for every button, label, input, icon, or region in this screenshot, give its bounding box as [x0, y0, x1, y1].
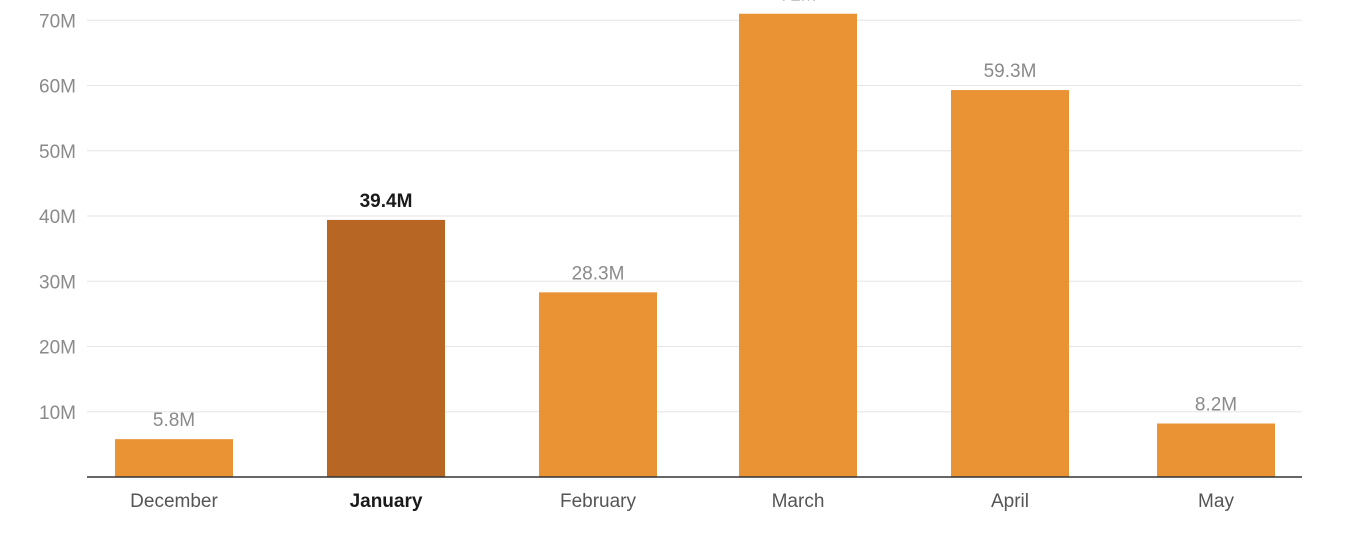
x-tick-label-february: February: [560, 491, 637, 512]
y-tick-label: 40M: [39, 207, 76, 228]
value-label-march: 71M: [780, 0, 817, 6]
value-label-january: 39.4M: [360, 191, 413, 212]
value-label-may: 8.2M: [1195, 394, 1237, 415]
y-tick-label: 10M: [39, 403, 76, 424]
value-label-april: 59.3M: [984, 61, 1037, 82]
gridlines: [87, 19, 1302, 413]
x-tick-label-january: January: [350, 491, 423, 512]
bar-april[interactable]: [951, 90, 1069, 477]
y-tick-label: 20M: [39, 338, 76, 359]
y-tick-label: 60M: [39, 77, 76, 98]
y-tick-label: 70M: [39, 11, 76, 32]
x-tick-label-december: December: [130, 491, 218, 512]
value-label-december: 5.8M: [153, 410, 195, 431]
x-tick-label-april: April: [991, 491, 1029, 512]
x-tick-label-may: May: [1198, 491, 1234, 512]
bar-february[interactable]: [539, 292, 657, 477]
bar-may[interactable]: [1157, 423, 1275, 477]
value-labels: 5.8M 39.4M 28.3M 71M 59.3M 8.2M: [153, 0, 1237, 431]
x-tick-label-march: March: [772, 491, 825, 512]
bar-march[interactable]: [739, 13, 857, 477]
axes: 10M 20M 30M 40M 50M 60M 70M December January Febr…: [39, 11, 1302, 512]
bar-january[interactable]: [327, 219, 445, 478]
value-label-february: 28.3M: [572, 263, 625, 284]
y-tick-label: 30M: [39, 272, 76, 293]
y-tick-label: 50M: [39, 142, 76, 163]
bar-december[interactable]: [115, 439, 233, 477]
bars: [115, 13, 1275, 478]
